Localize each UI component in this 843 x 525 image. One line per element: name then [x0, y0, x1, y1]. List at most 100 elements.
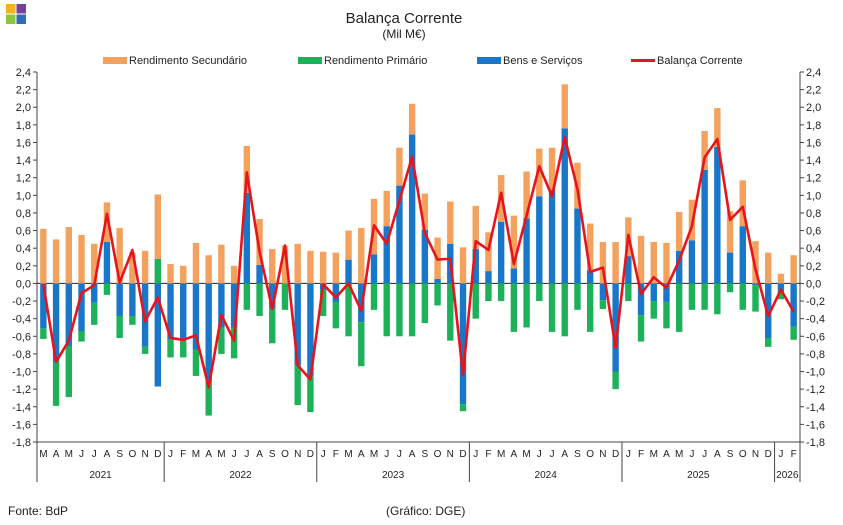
month-label: S — [422, 449, 429, 460]
bar-rendimento-prim-rio — [510, 283, 518, 332]
bar-rendimento-prim-rio — [116, 316, 123, 339]
legend-label: Rendimento Primário — [324, 55, 427, 67]
bar-bens-e-servi-os — [65, 283, 72, 346]
bar-rendimento-prim-rio — [663, 301, 670, 329]
bar-rendimento-prim-rio — [408, 283, 416, 337]
bar-rendimento-prim-rio — [421, 283, 429, 324]
y-tick-label-left: -1,4 — [12, 402, 31, 414]
bar-rendimento-prim-rio — [574, 283, 581, 310]
bar-rendimento-prim-rio — [548, 283, 556, 332]
bar-rendimento-secund-rio — [472, 205, 479, 250]
logo-square-purple — [16, 4, 26, 14]
bar-rendimento-secund-rio — [739, 180, 746, 227]
bar-rendimento-prim-rio — [790, 326, 797, 340]
bar-rendimento-prim-rio — [497, 283, 505, 302]
month-label: M — [522, 449, 530, 460]
bar-rendimento-prim-rio — [675, 283, 683, 332]
bar-rendimento-prim-rio — [205, 380, 212, 416]
bar-bens-e-servi-os — [510, 268, 518, 284]
bar-bens-e-servi-os — [180, 283, 187, 340]
dge-logo — [6, 4, 26, 24]
bar-rendimento-secund-rio — [281, 245, 289, 284]
bar-rendimento-prim-rio — [739, 283, 746, 310]
bar-rendimento-secund-rio — [421, 193, 429, 230]
y-tick-label-right: 2,4 — [806, 67, 821, 79]
bar-rendimento-secund-rio — [396, 147, 403, 186]
bar-bens-e-servi-os — [650, 283, 657, 302]
bar-rendimento-secund-rio — [78, 234, 85, 284]
bar-rendimento-prim-rio — [447, 283, 454, 341]
month-label: N — [752, 449, 759, 460]
month-label: O — [586, 449, 594, 460]
logo-square-yellow — [6, 4, 16, 14]
bar-bens-e-servi-os — [714, 146, 721, 284]
bar-bens-e-servi-os — [688, 240, 696, 284]
bar-rendimento-secund-rio — [447, 201, 454, 244]
bar-rendimento-prim-rio — [726, 283, 734, 293]
y-tick-label-right: -1,8 — [806, 437, 825, 449]
y-tick-label-right: 2,2 — [806, 85, 821, 97]
month-label: J — [473, 449, 478, 460]
bar-rendimento-secund-rio — [332, 252, 340, 284]
bar-rendimento-secund-rio — [358, 227, 365, 284]
bar-bens-e-servi-os — [167, 283, 174, 340]
bar-rendimento-prim-rio — [40, 328, 47, 339]
y-tick-label-left: -1,8 — [12, 437, 31, 449]
month-label: O — [434, 449, 442, 460]
bar-rendimento-prim-rio — [256, 283, 263, 317]
bar-bens-e-servi-os — [637, 283, 645, 316]
month-label: M — [192, 449, 200, 460]
bar-rendimento-prim-rio — [650, 301, 657, 319]
y-tick-label-right: -1,0 — [806, 367, 825, 379]
year-label: 2021 — [89, 470, 112, 481]
month-label: M — [497, 449, 505, 460]
bar-rendimento-secund-rio — [91, 243, 98, 284]
bar-rendimento-secund-rio — [192, 242, 200, 284]
bar-rendimento-prim-rio — [701, 283, 708, 310]
chart-axes: -1,8 -1,8 -1,6 -1,6 -1,4 -1,4 -1,2 -1,2 -1,0 -1,0… — [12, 67, 825, 449]
month-label: O — [739, 449, 747, 460]
y-tick-label-left: 0,4 — [16, 243, 31, 255]
y-tick-label-left: -1,0 — [12, 367, 31, 379]
bar-rendimento-prim-rio — [625, 283, 632, 302]
bar-rendimento-prim-rio — [714, 283, 721, 315]
bar-bens-e-servi-os — [269, 283, 276, 309]
bar-rendimento-secund-rio — [637, 235, 645, 284]
month-label: M — [370, 449, 378, 460]
year-label: 2023 — [382, 470, 405, 481]
y-tick-label-right: -1,4 — [806, 402, 825, 414]
bar-rendimento-prim-rio — [765, 338, 772, 347]
year-label: 2026 — [776, 470, 799, 481]
bar-bens-e-servi-os — [561, 128, 568, 284]
bar-rendimento-prim-rio — [294, 365, 301, 405]
month-label: S — [269, 449, 276, 460]
bar-rendimento-prim-rio — [269, 308, 276, 344]
y-tick-label-right: 1,4 — [806, 155, 821, 167]
y-tick-label-left: -1,2 — [12, 384, 31, 396]
month-label: D — [307, 449, 314, 460]
chart-subtitle: (Mil M€) — [382, 27, 425, 41]
footer-credit: (Gráfico: DGE) — [386, 504, 466, 518]
bar-rendimento-prim-rio — [307, 376, 314, 413]
y-tick-label-left: 0,0 — [16, 278, 31, 290]
month-label: F — [485, 449, 491, 460]
bar-rendimento-prim-rio — [370, 283, 378, 310]
bar-bens-e-servi-os — [485, 271, 492, 284]
month-label: F — [180, 449, 186, 460]
month-label: J — [384, 449, 389, 460]
y-tick-label-left: 0,8 — [16, 208, 31, 220]
bar-bens-e-servi-os — [421, 229, 429, 284]
year-label: 2022 — [229, 470, 252, 481]
bar-rendimento-prim-rio — [52, 361, 60, 406]
year-label: 2024 — [535, 470, 558, 481]
month-label: D — [765, 449, 772, 460]
month-label: J — [232, 449, 237, 460]
month-label: A — [256, 449, 263, 460]
bar-bens-e-servi-os — [752, 283, 759, 286]
bar-rendimento-secund-rio — [726, 211, 734, 253]
bar-rendimento-prim-rio — [345, 283, 352, 337]
bar-rendimento-secund-rio — [52, 239, 60, 284]
y-tick-label-left: -0,6 — [12, 331, 31, 343]
bar-rendimento-prim-rio — [319, 289, 327, 317]
month-label: J — [168, 449, 173, 460]
